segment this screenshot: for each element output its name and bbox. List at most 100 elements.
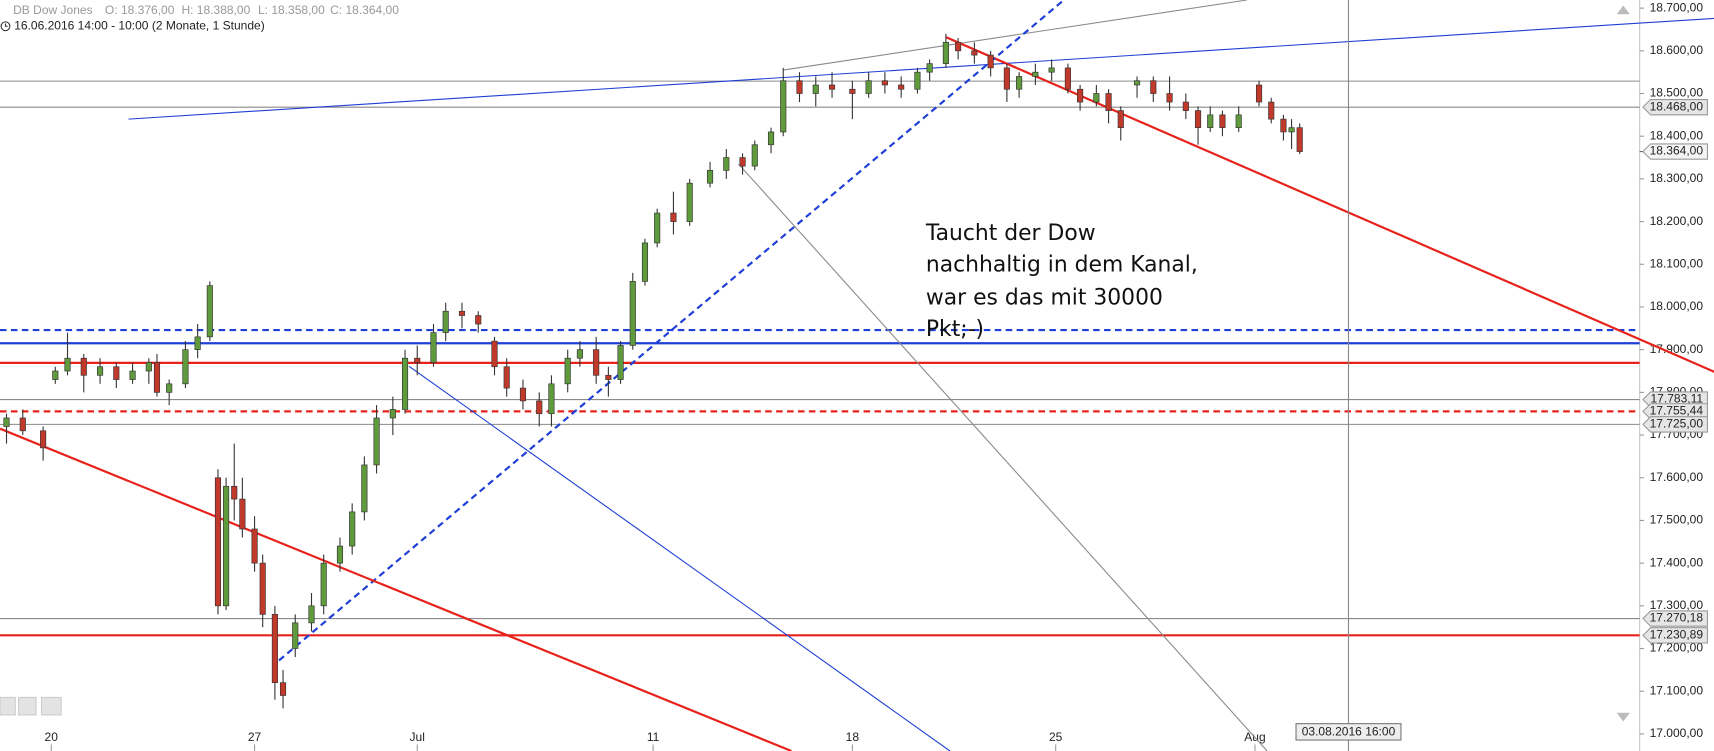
level-label: 17.230,89: [1650, 628, 1704, 642]
x-tick-label: 27: [248, 730, 262, 744]
candle-body: [153, 362, 161, 393]
candle-body: [373, 417, 380, 466]
candle-body: [19, 417, 26, 432]
x-tick-label: 18: [846, 730, 860, 744]
candle-body: [1032, 71, 1039, 77]
scroll-up[interactable]: [1616, 5, 1630, 15]
candle-body: [1268, 101, 1275, 120]
y-tick-label: 18.500,00: [1650, 86, 1704, 100]
y-tick-label: 18.000,00: [1650, 299, 1704, 313]
header: DB Dow Jones O: 18.376,00 H: 18.388,00 L…: [0, 3, 399, 32]
candle-body: [849, 88, 856, 94]
y-tick-label: 18.200,00: [1650, 214, 1704, 228]
candle-body: [308, 605, 315, 624]
candle-body: [1194, 110, 1202, 128]
clock-hand: [4, 23, 8, 27]
trend-line: [0, 427, 792, 751]
candle-body: [1207, 114, 1214, 128]
last-price-box: [1642, 143, 1708, 160]
crosshair-label: 03.08.2016 16:00: [1302, 725, 1396, 739]
candle-body: [336, 545, 344, 564]
candle-body: [1093, 93, 1100, 103]
level-label-box: [1642, 610, 1708, 627]
x-tick-label: 11: [647, 730, 660, 744]
y-tick-label: 17.600,00: [1650, 470, 1704, 484]
high-value: H: 18.388,00: [181, 3, 250, 17]
candle-body: [739, 157, 746, 167]
candle-body: [64, 357, 71, 372]
candle-body: [548, 383, 555, 415]
trend-line: [278, 0, 1065, 662]
toolbar-button[interactable]: [40, 696, 62, 716]
level-label-box: [1642, 627, 1708, 644]
y-tick-label: 17.400,00: [1650, 555, 1704, 569]
candle-body: [231, 485, 238, 500]
instrument-title: DB Dow Jones: [13, 3, 92, 17]
candle-body: [145, 362, 152, 372]
candle-body: [251, 528, 258, 564]
candle-body: [1219, 114, 1226, 128]
candle-body: [1280, 118, 1287, 133]
candle-body: [40, 430, 47, 449]
annotation-line: nachhaltig in dem Kanal,: [926, 253, 1198, 278]
y-tick-label: 17.500,00: [1650, 513, 1704, 527]
candle-body: [796, 80, 803, 94]
candle-body: [605, 374, 612, 380]
crosshair-box: [1295, 723, 1402, 741]
candle-body: [881, 80, 888, 86]
candle-body: [1077, 88, 1084, 103]
candle-body: [259, 562, 266, 615]
trend-line: [945, 36, 1714, 373]
candle-body: [641, 242, 649, 282]
candle-body: [955, 41, 962, 52]
level-label: 17.755,44: [1650, 404, 1704, 418]
toolbar-button[interactable]: [18, 696, 37, 716]
low-value: L: 18.358,00: [258, 3, 325, 17]
candle-body: [475, 315, 482, 325]
candle-body: [206, 285, 213, 338]
candle-body: [430, 332, 437, 363]
open-value: O: 18.376,00: [105, 3, 175, 17]
candle-body: [564, 357, 571, 385]
candle-body: [686, 182, 693, 222]
candle-body: [129, 370, 136, 380]
candle-body: [3, 417, 10, 427]
candle-body: [223, 485, 230, 607]
y-tick-label: 17.300,00: [1650, 598, 1704, 612]
candle-body: [414, 357, 421, 363]
level-label: 18.468,00: [1650, 99, 1704, 113]
candle-body: [536, 400, 543, 415]
candle-body: [361, 464, 368, 513]
candle-body: [1182, 101, 1189, 111]
candle-body: [1255, 84, 1263, 103]
candle-body: [349, 511, 356, 547]
trend-line: [738, 163, 1268, 751]
toolbar-button[interactable]: [0, 696, 16, 716]
candle-body: [865, 80, 872, 94]
y-tick-label: 18.100,00: [1650, 256, 1704, 270]
candle-body: [1150, 80, 1157, 94]
x-tick-label: Jul: [410, 730, 425, 744]
candle-body: [239, 498, 246, 530]
candle-body: [458, 310, 466, 316]
candle-body: [503, 366, 510, 389]
y-tick-label: 17.000,00: [1650, 726, 1704, 740]
last-price-label: 18.364,00: [1650, 144, 1704, 158]
scroll-down[interactable]: [1616, 712, 1630, 722]
candle-body: [401, 357, 409, 410]
y-tick-label: 17.200,00: [1650, 641, 1704, 655]
candle-body: [780, 80, 787, 133]
candle-body: [519, 387, 527, 402]
candle-body: [914, 71, 921, 90]
annotation-line: war es das mit 30000: [926, 285, 1163, 310]
candle-body: [629, 281, 636, 346]
candle-body: [654, 212, 661, 244]
y-tick-label: 17.900,00: [1650, 342, 1704, 356]
candle-body: [292, 622, 299, 649]
y-tick-label: 18.400,00: [1650, 128, 1704, 142]
candle-body: [926, 63, 933, 73]
candle-body: [1064, 67, 1071, 90]
level-label-box: [1642, 98, 1708, 116]
annotation-line: Taucht der Dow: [925, 221, 1096, 246]
